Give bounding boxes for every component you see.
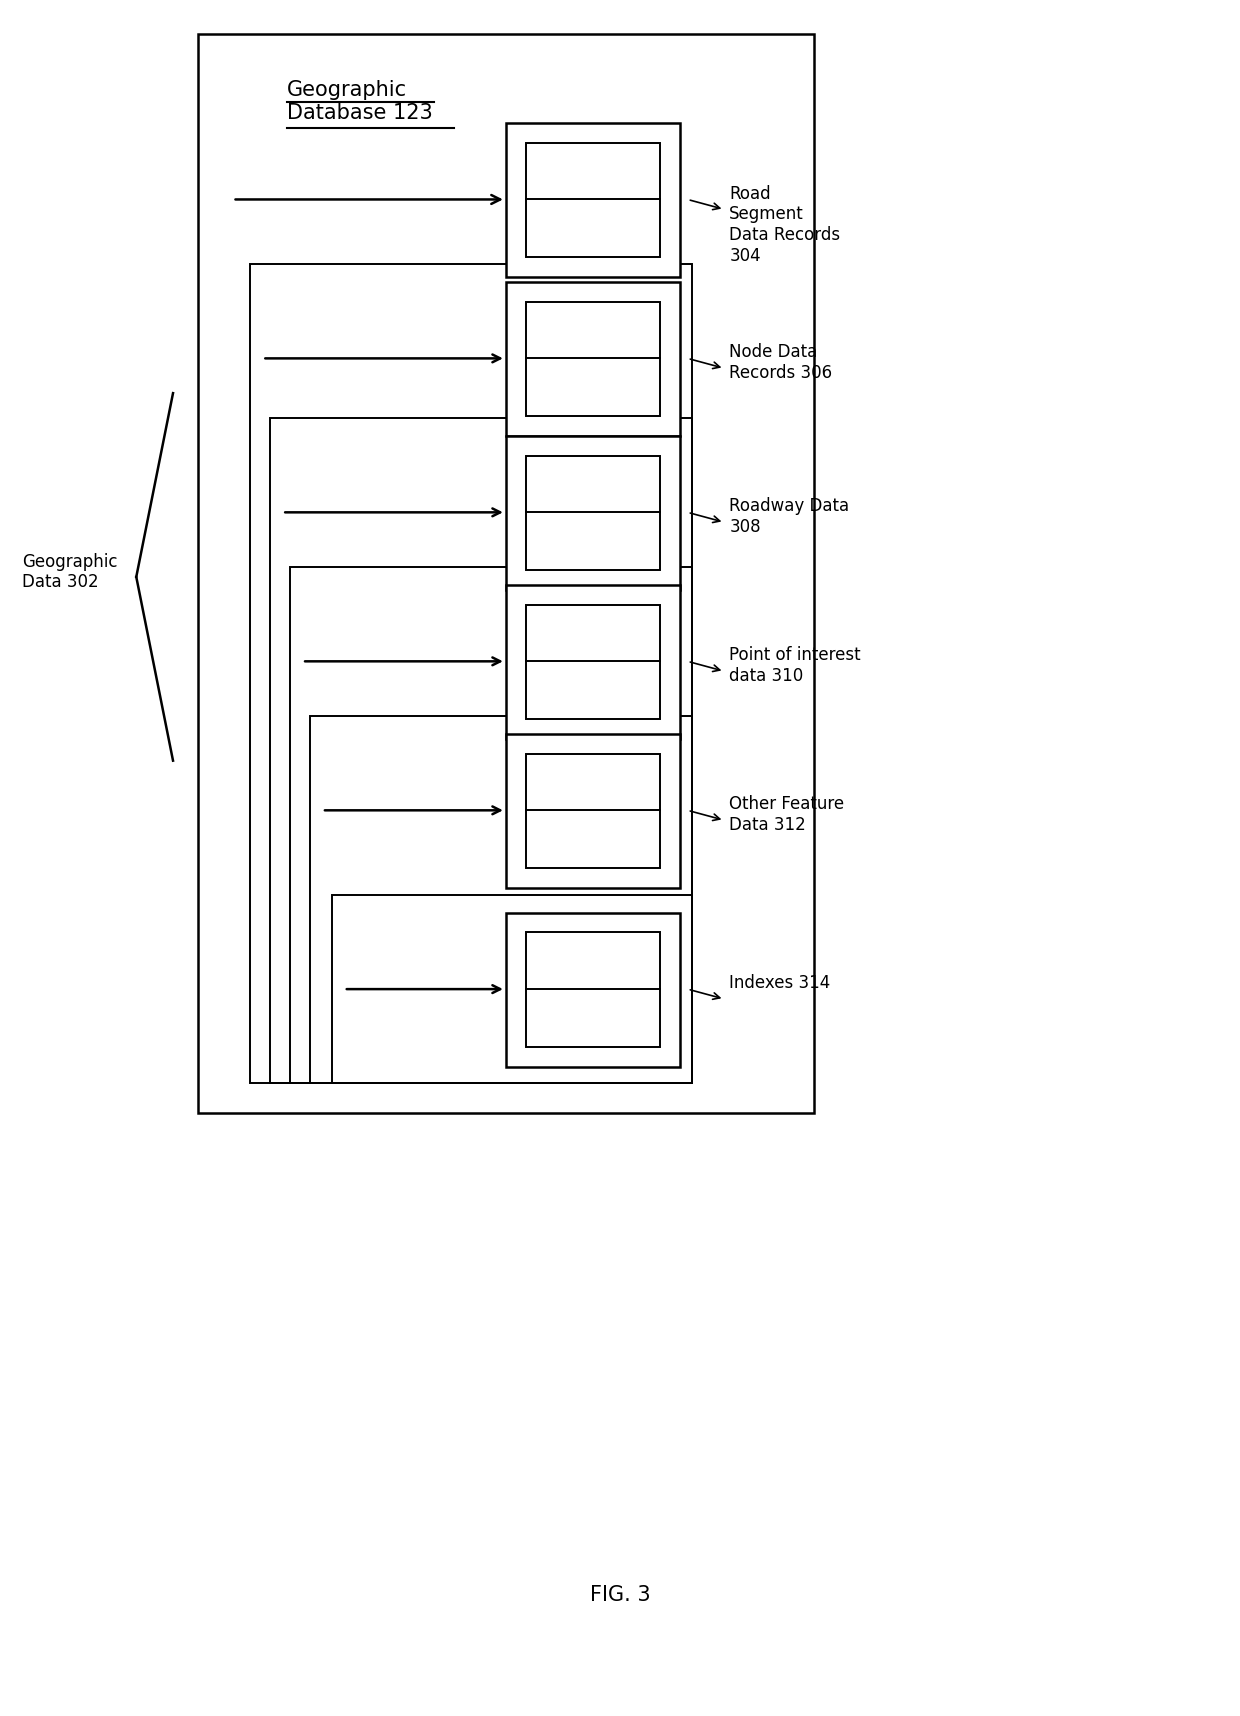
Bar	[506, 734, 680, 887]
Bar	[198, 34, 813, 1114]
Bar	[526, 456, 660, 570]
Bar	[506, 124, 680, 276]
Bar	[526, 142, 660, 257]
Text: Geographic
Database 123: Geographic Database 123	[288, 81, 433, 124]
Bar	[270, 419, 692, 1083]
Text: Geographic
Data 302: Geographic Data 302	[22, 553, 118, 592]
Bar	[310, 716, 692, 1083]
Text: Point of interest
data 310: Point of interest data 310	[729, 647, 861, 685]
Bar	[290, 566, 692, 1083]
Bar	[526, 302, 660, 415]
Bar	[332, 894, 692, 1083]
Text: FIG. 3: FIG. 3	[590, 1586, 650, 1604]
Bar	[506, 281, 680, 436]
Bar	[506, 585, 680, 740]
Text: Road
Segment
Data Records
304: Road Segment Data Records 304	[729, 185, 841, 264]
Text: Other Feature
Data 312: Other Feature Data 312	[729, 796, 844, 834]
Bar	[506, 913, 680, 1067]
Bar	[250, 264, 692, 1083]
Text: Node Data
Records 306: Node Data Records 306	[729, 343, 832, 383]
Text: Roadway Data
308: Roadway Data 308	[729, 498, 849, 535]
Bar	[506, 436, 680, 590]
Bar	[526, 604, 660, 719]
Text: Indexes 314: Indexes 314	[729, 975, 831, 992]
Bar	[526, 932, 660, 1047]
Bar	[526, 753, 660, 868]
